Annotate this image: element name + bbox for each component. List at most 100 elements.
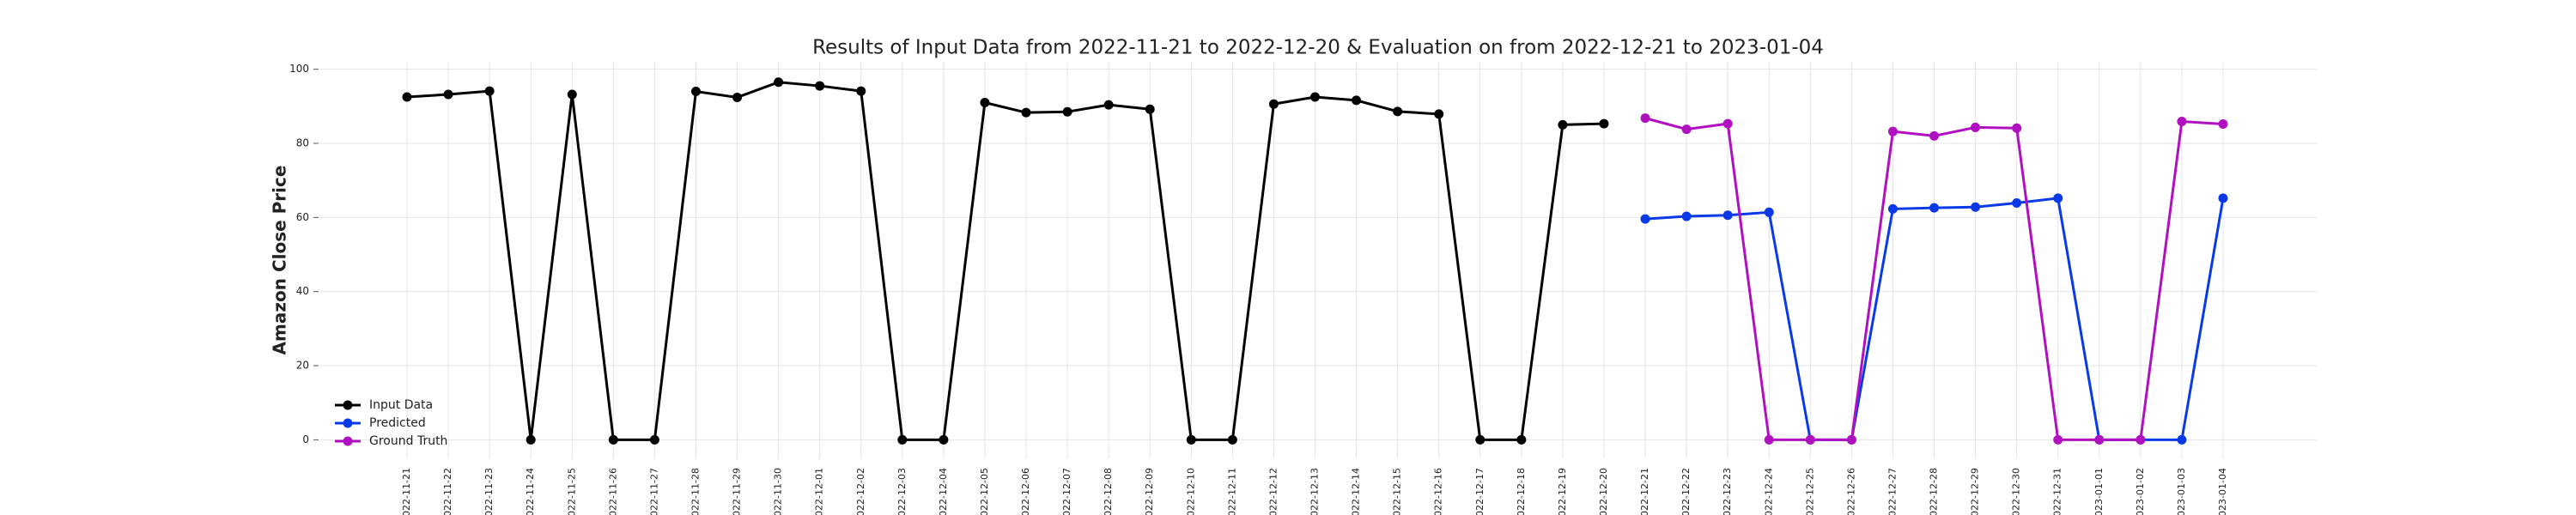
x-tick-label: 2022-12-23 <box>1722 468 1733 515</box>
point <box>1722 118 1733 129</box>
x-tick-label: 2022-12-12 <box>1267 468 1279 515</box>
point <box>856 86 866 96</box>
point <box>815 81 825 91</box>
y-tick-label: 60 <box>296 211 309 223</box>
x-tick-label: 2022-12-04 <box>938 468 949 515</box>
point <box>2177 117 2187 127</box>
point <box>2136 434 2146 445</box>
x-tick-label: 2022-12-17 <box>1474 468 1485 515</box>
y-tick-label: 20 <box>296 360 309 372</box>
point <box>1887 126 1898 136</box>
x-tick-label: 2022-12-27 <box>1886 468 1898 515</box>
x-tick-label: 2022-11-26 <box>607 468 618 515</box>
x-tick-label: 2022-12-15 <box>1392 468 1403 515</box>
point <box>1971 122 1981 132</box>
x-tick-label: 2023-01-01 <box>2093 468 2105 515</box>
x-tick-label: 2023-01-03 <box>2176 468 2187 515</box>
point <box>2053 193 2063 203</box>
point <box>1310 92 1320 102</box>
legend-marker <box>343 418 353 428</box>
x-tick-label: 2022-12-08 <box>1103 468 1114 515</box>
point <box>2218 193 2228 203</box>
point <box>939 434 949 445</box>
x-tick-label: 2022-12-05 <box>979 468 990 515</box>
point <box>649 434 659 445</box>
point <box>2012 198 2022 209</box>
point <box>1103 100 1114 110</box>
point <box>1186 434 1196 445</box>
point <box>608 434 618 445</box>
x-tick-label: 2022-12-10 <box>1185 468 1196 515</box>
x-tick-label: 2022-12-11 <box>1226 468 1237 515</box>
point <box>1681 211 1692 221</box>
point <box>1227 434 1237 445</box>
point <box>1516 434 1527 445</box>
x-tick-label: 2022-11-23 <box>483 468 495 515</box>
point <box>1145 104 1155 114</box>
x-tick-label: 2022-12-06 <box>1020 468 1031 515</box>
point <box>774 77 784 88</box>
x-tick-label: 2022-12-19 <box>1557 468 1568 515</box>
point <box>1352 95 1362 106</box>
point <box>402 92 412 102</box>
y-tick-label: 40 <box>296 285 309 297</box>
x-tick-label: 2022-12-01 <box>814 468 825 515</box>
point <box>1887 203 1898 214</box>
x-tick-label: 2023-01-02 <box>2135 468 2146 515</box>
x-tick-label: 2022-12-21 <box>1639 468 1650 515</box>
x-tick-label: 2022-12-03 <box>896 468 908 515</box>
x-tick-label: 2022-12-09 <box>1144 468 1155 515</box>
point <box>732 92 743 102</box>
y-tick-label: 100 <box>289 63 309 75</box>
point <box>1021 107 1031 118</box>
point <box>2218 119 2228 130</box>
point <box>897 434 908 445</box>
legend-label: Predicted <box>369 416 426 430</box>
point <box>1764 207 1774 217</box>
point <box>1929 203 1940 213</box>
point <box>1062 106 1072 117</box>
point <box>1640 214 1650 224</box>
x-tick-label: 2022-11-22 <box>442 468 453 515</box>
point <box>1393 106 1403 117</box>
point <box>484 86 495 96</box>
x-tick-label: 2022-12-02 <box>855 468 866 515</box>
x-tick-label: 2022-12-13 <box>1309 468 1321 515</box>
x-tick-label: 2022-12-30 <box>2011 468 2022 515</box>
legend-label: Input Data <box>369 398 433 412</box>
x-tick-label: 2022-11-24 <box>525 468 536 515</box>
point <box>1640 113 1650 124</box>
x-tick-label: 2022-11-25 <box>566 468 577 515</box>
x-tick-label: 2023-01-04 <box>2217 468 2228 515</box>
legend-marker <box>343 436 353 446</box>
x-tick-label: 2022-12-25 <box>1804 468 1815 515</box>
x-tick-label: 2022-12-31 <box>2052 468 2063 515</box>
series-line <box>406 81 1605 441</box>
x-tick-label: 2022-12-29 <box>1970 468 1981 515</box>
point <box>443 89 453 100</box>
point <box>1805 434 1815 445</box>
point <box>2094 434 2105 445</box>
x-tick-label: 2022-11-21 <box>401 468 412 515</box>
x-tick-label: 2022-12-28 <box>1929 468 1940 515</box>
point <box>526 434 536 445</box>
point <box>980 97 990 107</box>
point <box>2053 434 2063 445</box>
x-tick-label: 2022-11-29 <box>732 468 743 515</box>
y-axis-label: Amazon Close Price <box>270 166 290 355</box>
point <box>1558 119 1568 130</box>
point <box>1929 130 1940 141</box>
point <box>1681 124 1692 135</box>
point <box>1599 118 1609 129</box>
x-tick-label: 2022-12-24 <box>1763 468 1774 515</box>
point <box>2012 123 2022 133</box>
point <box>1722 210 1733 221</box>
x-tick-label: 2022-12-07 <box>1061 468 1072 515</box>
point <box>567 89 577 100</box>
point <box>690 87 701 97</box>
legend-label: Ground Truth <box>369 434 447 448</box>
point <box>1764 434 1774 445</box>
point <box>1971 202 1981 212</box>
x-tick-label: 2022-12-22 <box>1680 468 1692 515</box>
chart-title: Results of Input Data from 2022-11-21 to… <box>812 37 1824 59</box>
